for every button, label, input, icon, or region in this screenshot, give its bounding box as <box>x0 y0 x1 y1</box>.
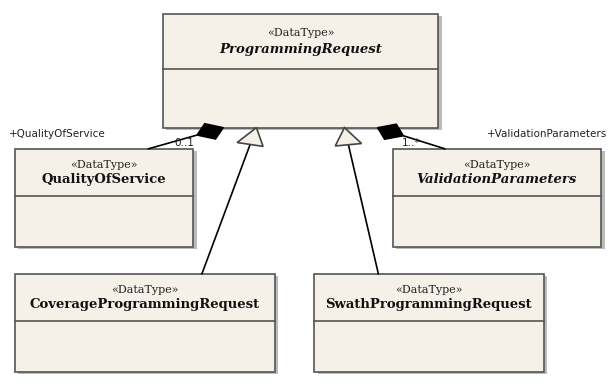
Bar <box>18 151 196 249</box>
Polygon shape <box>237 128 263 146</box>
Text: «DataType»: «DataType» <box>266 28 334 38</box>
Text: +ValidationParameters: +ValidationParameters <box>487 129 607 139</box>
Bar <box>392 149 601 247</box>
Text: 1..*: 1..* <box>402 138 420 148</box>
Polygon shape <box>335 128 362 146</box>
Bar <box>166 17 441 130</box>
Text: ValidationParameters: ValidationParameters <box>417 173 577 186</box>
Text: «DataType»: «DataType» <box>395 285 462 295</box>
Polygon shape <box>197 124 223 139</box>
Text: +QualityOfService: +QualityOfService <box>9 129 106 139</box>
Bar <box>317 276 548 374</box>
Text: QualityOfService: QualityOfService <box>42 173 166 186</box>
Text: CoverageProgrammingRequest: CoverageProgrammingRequest <box>29 298 260 311</box>
Bar <box>314 274 544 372</box>
Text: «DataType»: «DataType» <box>463 160 530 170</box>
Polygon shape <box>378 124 403 139</box>
Bar <box>15 149 193 247</box>
Text: ProgrammingRequest: ProgrammingRequest <box>219 43 382 56</box>
Bar <box>18 276 278 374</box>
Text: «DataType»: «DataType» <box>70 160 138 170</box>
Bar <box>396 151 605 249</box>
Bar <box>15 274 274 372</box>
Text: «DataType»: «DataType» <box>111 285 179 295</box>
Text: 0..1: 0..1 <box>174 138 195 148</box>
Bar <box>163 14 438 128</box>
Text: SwathProgrammingRequest: SwathProgrammingRequest <box>325 298 532 311</box>
